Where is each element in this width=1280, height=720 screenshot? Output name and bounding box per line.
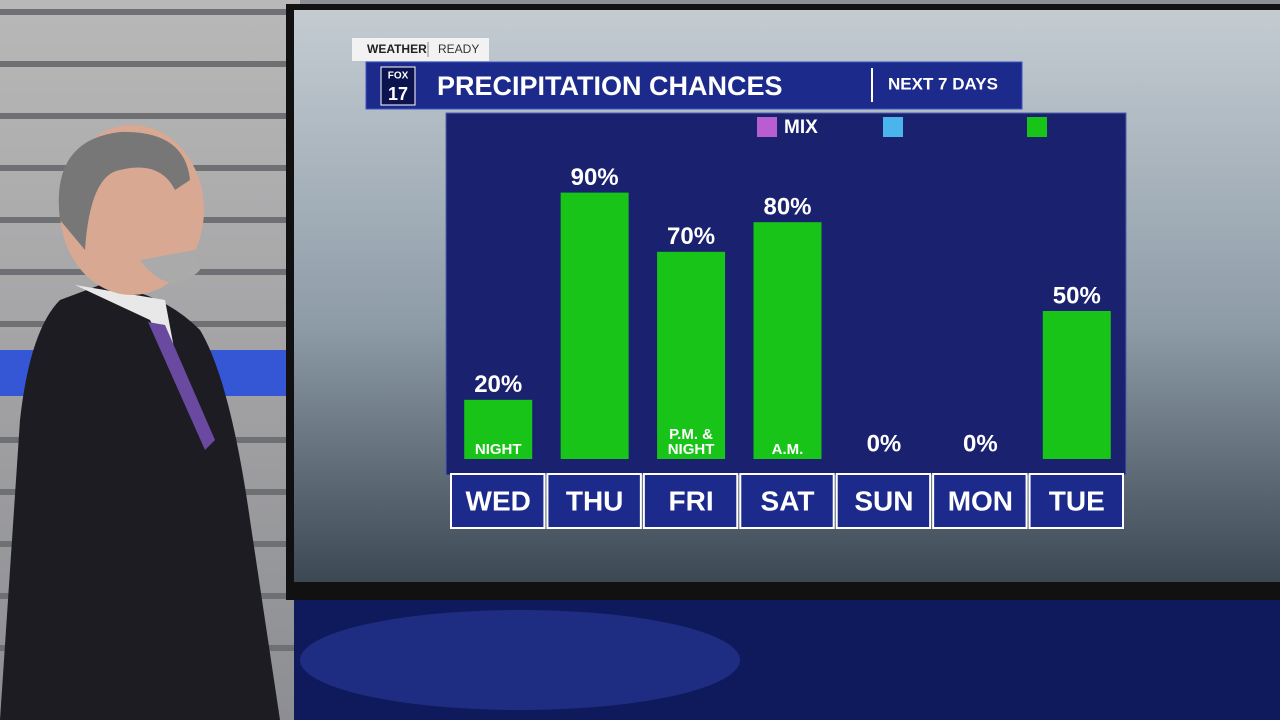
bar	[464, 399, 533, 459]
x-tick-label: FRI	[669, 485, 714, 516]
legend-label: MIX	[784, 117, 818, 138]
lower-glow	[300, 610, 740, 710]
tag-right: READY	[438, 42, 479, 56]
category-cell	[642, 473, 739, 529]
value-label: 70%	[667, 223, 715, 250]
category-cell	[1028, 473, 1124, 529]
logo	[380, 66, 416, 106]
category-cell	[546, 473, 642, 529]
category-cell	[450, 473, 546, 529]
bar-note: A.M.	[771, 441, 804, 458]
value-label: 90%	[571, 164, 619, 191]
chart-title: PRECIPITATION CHANCES	[437, 71, 783, 101]
bar-note: NIGHT	[474, 441, 522, 458]
value-label: 50%	[1053, 282, 1101, 309]
legend-swatch	[757, 117, 777, 137]
bar	[657, 251, 726, 459]
range-label: NEXT 7 DAYS	[888, 74, 998, 93]
x-tick-label: TUE	[1049, 485, 1105, 516]
x-tick-label: SAT	[761, 485, 815, 516]
bar	[1042, 311, 1111, 459]
category-cell	[739, 473, 835, 529]
x-tick-label: SUN	[854, 485, 913, 516]
legend-swatch	[883, 117, 903, 137]
logo-bottom: 17	[388, 84, 408, 104]
bar-note: P.M. & NIGHT	[667, 426, 715, 458]
category-cell	[835, 473, 932, 529]
value-label: 80%	[763, 194, 811, 221]
title-bar	[365, 61, 1023, 110]
logo-top: FOX	[388, 71, 409, 82]
legend-swatch	[1027, 117, 1047, 137]
x-tick-label: WED	[466, 485, 531, 516]
value-label: 20%	[474, 371, 522, 398]
x-tick-label: MON	[948, 485, 1013, 516]
tag	[352, 38, 489, 61]
category-cell	[932, 473, 1028, 529]
bar	[560, 192, 629, 459]
x-tick-label: THU	[566, 485, 624, 516]
tag-left: WEATHER	[367, 42, 427, 56]
value-label: 0%	[867, 430, 902, 457]
value-label: 0%	[963, 430, 998, 457]
bar	[753, 222, 822, 459]
presenter	[0, 125, 280, 720]
